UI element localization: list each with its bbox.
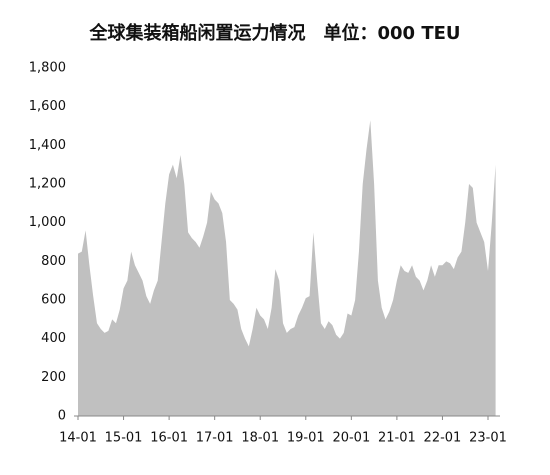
x-tick-label: 14-01 — [59, 431, 97, 446]
y-tick-label: 1,000 — [29, 215, 66, 230]
y-tick-label: 1,200 — [29, 177, 66, 192]
y-tick-label: 800 — [41, 254, 66, 269]
chart-title: 全球集装箱船闲置运力情况 单位：000 TEU — [88, 22, 460, 44]
x-tick-label: 23-01 — [469, 431, 507, 446]
y-tick-label: 200 — [41, 370, 66, 385]
x-tick-label: 18-01 — [241, 431, 279, 446]
x-tick-label: 19-01 — [287, 431, 325, 446]
y-tick-label: 1,400 — [29, 138, 66, 153]
y-tick-label: 1,600 — [29, 99, 66, 114]
y-tick-label: 400 — [41, 331, 66, 346]
y-tick-label: 600 — [41, 293, 66, 308]
area — [78, 120, 496, 416]
x-tick-label: 21-01 — [378, 431, 416, 446]
x-tick-label: 16-01 — [150, 431, 188, 446]
x-tick-label: 15-01 — [105, 431, 143, 446]
x-tick-label: 22-01 — [424, 431, 462, 446]
y-tick-label: 1,800 — [29, 61, 66, 76]
x-tick-label: 20-01 — [332, 431, 370, 446]
x-tick-label: 17-01 — [196, 431, 234, 446]
y-tick-label: 0 — [58, 409, 66, 424]
